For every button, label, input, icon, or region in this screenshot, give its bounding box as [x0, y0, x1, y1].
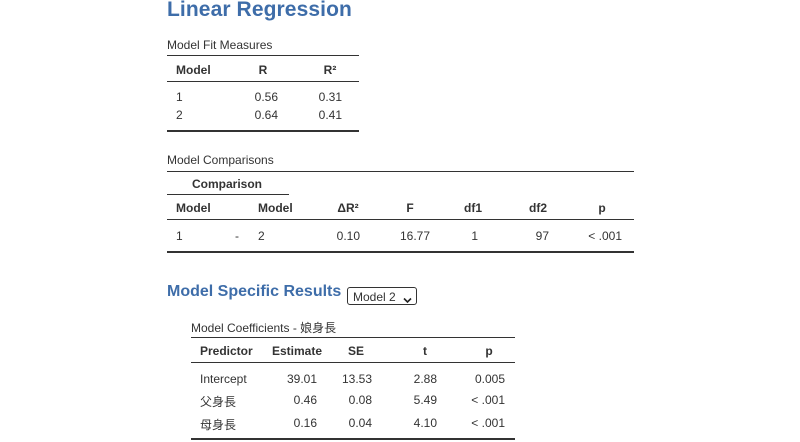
col-header-model: Model — [176, 63, 211, 77]
fit-row-2-r: 0.64 — [254, 108, 278, 122]
col-header-estimate: Estimate — [271, 344, 323, 358]
coef-row-2-t: 5.49 — [413, 393, 437, 407]
coef-row-1-p: 0.005 — [474, 372, 505, 386]
coef-row-2-p: < .001 — [471, 393, 505, 407]
comp-row-f: 16.77 — [399, 229, 430, 243]
header-rule — [191, 362, 515, 363]
group-header-comparison: Comparison — [192, 177, 263, 191]
col-header-model-1: Model — [176, 201, 211, 215]
table-top-rule — [191, 337, 515, 338]
coef-row-3-t: 4.10 — [413, 416, 437, 430]
model-fit-caption: Model Fit Measures — [167, 38, 273, 52]
page-title: Linear Regression — [167, 0, 352, 21]
col-header-df1: df1 — [464, 201, 482, 215]
fit-row-1-r: 0.56 — [254, 90, 278, 104]
fit-row-2-model: 2 — [176, 108, 183, 122]
model-select-value: Model 2 — [353, 290, 396, 304]
table-top-rule — [167, 171, 634, 172]
comp-row-dash: - — [235, 229, 239, 243]
comp-row-model-1: 1 — [176, 229, 183, 243]
coef-row-2-estimate: 0.46 — [293, 393, 317, 407]
col-header-predictor: Predictor — [200, 344, 253, 358]
col-header-r: R — [258, 63, 268, 77]
group-header-rule — [167, 194, 289, 195]
coef-row-3-se: 0.04 — [348, 416, 372, 430]
coef-row-1-se: 13.53 — [341, 372, 372, 386]
col-header-se: SE — [347, 344, 364, 358]
coefficients-caption: Model Coefficients - 娘身長 — [191, 321, 337, 335]
col-header-t: t — [423, 344, 427, 358]
comp-row-model-2: 2 — [258, 229, 265, 243]
table-bottom-rule — [167, 251, 634, 253]
fit-row-1-model: 1 — [176, 90, 183, 104]
col-header-model-2: Model — [258, 201, 293, 215]
col-header-df2: df2 — [529, 201, 547, 215]
table-bottom-rule — [167, 130, 359, 132]
coef-row-1-t: 2.88 — [413, 372, 437, 386]
section-heading: Model Specific Results — [167, 283, 342, 300]
comp-row-df1: 1 — [471, 229, 478, 243]
col-header-r2: R² — [323, 63, 337, 77]
table-top-rule — [167, 55, 359, 56]
table-bottom-rule — [191, 438, 515, 440]
fit-row-1-r2: 0.31 — [318, 90, 342, 104]
col-header-f: F — [406, 201, 414, 215]
coef-row-2-predictor: 父身長 — [200, 395, 237, 409]
model-comparisons-caption: Model Comparisons — [167, 153, 274, 167]
comp-row-delta-r2: 0.10 — [336, 229, 360, 243]
model-select-dropdown[interactable]: Model 2 — [347, 287, 417, 305]
coef-row-3-p: < .001 — [471, 416, 505, 430]
comp-row-p: < .001 — [588, 229, 622, 243]
chevron-down-icon — [403, 293, 412, 307]
fit-row-2-r2: 0.41 — [318, 108, 342, 122]
coef-row-1-estimate: 39.01 — [286, 372, 317, 386]
col-header-delta-r2: ΔR² — [337, 201, 359, 215]
coef-row-2-se: 0.08 — [348, 393, 372, 407]
header-rule — [167, 219, 634, 220]
coef-row-1-predictor: Intercept — [200, 372, 247, 386]
coef-row-3-estimate: 0.16 — [293, 416, 317, 430]
header-rule — [167, 81, 359, 82]
col-header-p: p — [485, 344, 493, 358]
comp-row-df2: 97 — [535, 229, 549, 243]
coef-row-3-predictor: 母身長 — [200, 418, 237, 432]
col-header-p: p — [598, 201, 606, 215]
